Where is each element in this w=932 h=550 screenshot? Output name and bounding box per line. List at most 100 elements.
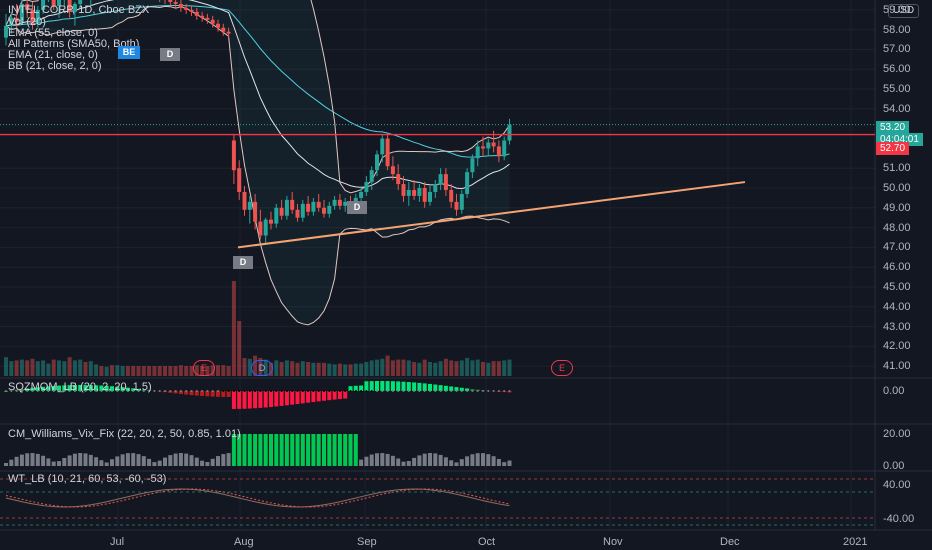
time-axis-label: Nov [603, 536, 623, 548]
sqzmom-dot [52, 390, 55, 392]
candle-body [465, 172, 470, 194]
vixfix-title[interactable]: CM_Williams_Vix_Fix (22, 20, 2, 50, 0.85… [8, 428, 241, 440]
legend-bb[interactable]: BB (21, close, 2, 0) [8, 60, 102, 72]
volume-bar [369, 360, 374, 376]
volume-bar [433, 362, 438, 376]
sqzmom-dot [291, 390, 294, 392]
sqzmom-dot [471, 390, 474, 392]
volume-bar [449, 360, 454, 376]
candle-body [486, 142, 491, 149]
volume-bar [189, 366, 194, 376]
vixfix-bar [30, 453, 35, 466]
vixfix-bar [396, 458, 401, 466]
sqzmom-bar [438, 385, 443, 391]
volume-bar [237, 321, 242, 376]
currency-badge[interactable]: USD [888, 4, 920, 18]
volume-bar [412, 362, 417, 376]
volume-bar [152, 366, 157, 376]
sqzmom-dot [42, 390, 45, 392]
volume-bar [57, 360, 61, 376]
sqzmom-dot [275, 390, 278, 392]
earnings-event-marker[interactable]: E [193, 360, 215, 376]
legend-ema21[interactable]: EMA (21, close, 0) [8, 49, 98, 61]
volume-bar [178, 365, 183, 376]
volume-bar [300, 361, 305, 376]
sqzmom-dot [238, 390, 241, 392]
symbol-title[interactable]: INTEL CORP, 1D, Cboe BZX [8, 4, 150, 16]
sqzmom-dot [476, 390, 479, 392]
sqzmom-dot [492, 390, 495, 392]
volume-bar [19, 359, 24, 376]
candle-body [396, 174, 401, 185]
volume-bar [332, 364, 337, 376]
wt-title[interactable]: WT_LB (10, 21, 60, 53, -60, -53) [8, 473, 167, 485]
sqzmom-dot [100, 390, 103, 392]
volume-bar [115, 365, 120, 376]
bb-upper-line [5, 0, 510, 194]
vixfix-bar [486, 454, 491, 466]
sqzmom-bar [253, 391, 258, 409]
vixfix-bar [14, 456, 19, 466]
price-axis-label: 44.00 [883, 300, 911, 313]
pattern-flag-d[interactable]: D [347, 201, 367, 214]
last-price-tag: 53.20 [876, 121, 910, 134]
pattern-flag-d[interactable]: D [233, 256, 253, 269]
candle-body [57, 0, 61, 6]
vixfix-bar [359, 459, 364, 466]
candle-body [507, 124, 512, 141]
sqzmom-dot [259, 390, 262, 392]
candle-body [216, 23, 220, 28]
candle-body [295, 209, 300, 218]
sqzmom-bar [353, 385, 358, 391]
legend-vol[interactable]: Vol (20) [8, 16, 46, 28]
vixfix-bar [242, 434, 247, 466]
vixfix-bar [173, 453, 178, 466]
sqzmom-dot [5, 390, 7, 392]
volume-bar [125, 366, 130, 376]
sqzmom-bar [433, 384, 438, 391]
dividend-event-marker[interactable]: D [251, 360, 273, 376]
sqzmom-bar [125, 387, 130, 391]
candle-body [406, 189, 411, 196]
vixfix-bar [163, 457, 167, 466]
sqzmom-dot [179, 390, 182, 392]
price-axis-label: 54.00 [883, 102, 911, 115]
pattern-flag-be[interactable]: BE [118, 46, 140, 59]
sqzmom-dot [243, 390, 246, 392]
vixfix-bar [35, 453, 40, 466]
volume-bar [231, 281, 236, 376]
candle-body [274, 207, 279, 224]
sqzmom-bar [178, 391, 183, 395]
candle-body [385, 138, 390, 167]
sqzmom-bar [401, 381, 406, 391]
candle-body [178, 3, 183, 8]
sqzmom-title[interactable]: SQZMOM_LB (20, 2, 20, 1.5) [8, 381, 152, 393]
sqzmom-dot [248, 390, 251, 392]
vixfix-bar [41, 455, 46, 466]
vixfix-bar [258, 434, 263, 466]
volume-bar [242, 358, 247, 376]
sqzmom-dot [344, 390, 347, 392]
earnings-event-marker[interactable]: E [551, 360, 573, 376]
volume-bar [94, 364, 99, 376]
sqzmom-bar [216, 391, 220, 397]
sqzmom-dot [31, 390, 34, 392]
legend-ema55[interactable]: EMA (55, close, 0) [8, 27, 98, 39]
sqzmom-dot [312, 390, 315, 392]
vixfix-bar [353, 434, 358, 466]
legend-patterns[interactable]: All Patterns (SMA50, Both) [8, 38, 140, 50]
vixfix-bar [406, 461, 411, 466]
vixfix-bar [491, 456, 496, 466]
price-axis-label: 46.00 [883, 261, 911, 274]
sqzmom-axis-label: 0.00 [883, 385, 905, 397]
sqzmom-bar [295, 391, 300, 405]
sqzmom-bar [465, 388, 470, 391]
sqzmom-dot [497, 390, 500, 392]
time-axis-label: Dec [720, 536, 740, 548]
vixfix-bar [237, 434, 242, 466]
pattern-flag-d[interactable]: D [160, 48, 180, 61]
vixfix-bar [57, 461, 61, 466]
candle-body [417, 188, 422, 196]
vixfix-bar [147, 458, 152, 466]
